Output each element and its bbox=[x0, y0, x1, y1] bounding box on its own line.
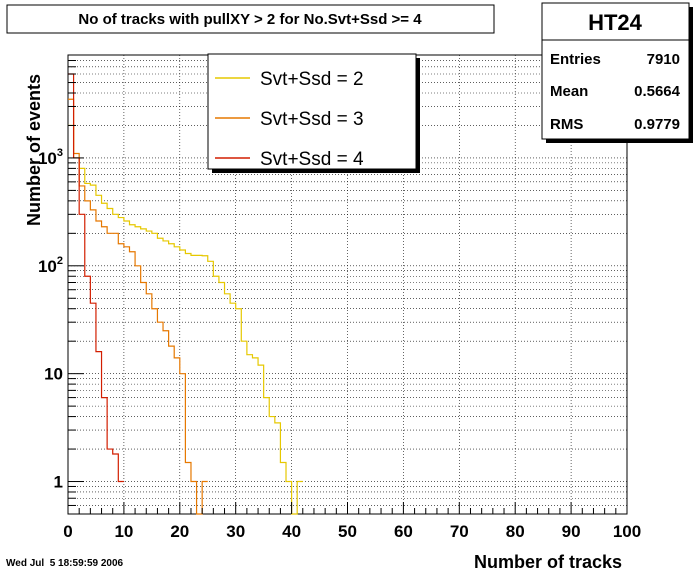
x-tick-label: 10 bbox=[114, 522, 133, 541]
x-tick-label: 70 bbox=[450, 522, 469, 541]
stats-mean-label: Mean bbox=[550, 83, 588, 100]
title-box: No of tracks with pullXY > 2 for No.Svt+… bbox=[6, 4, 495, 34]
x-tick-label: 100 bbox=[613, 522, 641, 541]
y-axis-label: Number of events bbox=[24, 74, 44, 226]
stats-frame bbox=[541, 2, 690, 140]
series-line-3 bbox=[68, 73, 124, 483]
stats-name: HT24 bbox=[588, 10, 643, 35]
footer-date: Wed Jul 5 18:59:59 2006 bbox=[6, 558, 124, 569]
series-line-2 bbox=[68, 98, 208, 515]
grid bbox=[68, 55, 627, 514]
y-tick-label: 102 bbox=[38, 255, 63, 276]
chart-title: No of tracks with pullXY > 2 for No.Svt+… bbox=[78, 11, 422, 28]
x-tick-label: 30 bbox=[226, 522, 245, 541]
y-tick-label: 1 bbox=[54, 473, 63, 492]
x-axis-label: Number of tracks bbox=[474, 552, 622, 572]
stats-entries-value: 7910 bbox=[647, 51, 680, 68]
legend: Svt+Ssd = 2 Svt+Ssd = 3 Svt+Ssd = 4 bbox=[207, 53, 420, 173]
stats-entries-label: Entries bbox=[550, 51, 601, 68]
y-tick-label: 103 bbox=[38, 147, 63, 168]
legend-label: Svt+Ssd = 4 bbox=[260, 149, 364, 170]
series-line-1 bbox=[68, 124, 303, 515]
stats-mean-value: 0.5664 bbox=[634, 83, 681, 100]
x-tick-label: 40 bbox=[282, 522, 301, 541]
x-tick-label: 20 bbox=[170, 522, 189, 541]
stats-box: HT24 Entries 7910 Mean 0.5664 RMS 0.9779 bbox=[541, 2, 693, 143]
y-tick-label: 10 bbox=[44, 365, 63, 384]
legend-label: Svt+Ssd = 3 bbox=[260, 109, 364, 130]
x-tick-label: 60 bbox=[394, 522, 413, 541]
x-tick-label: 90 bbox=[562, 522, 581, 541]
x-tick-label: 50 bbox=[338, 522, 357, 541]
stats-rms-value: 0.9779 bbox=[634, 116, 680, 133]
stats-rms-label: RMS bbox=[550, 116, 583, 133]
series-group bbox=[68, 73, 303, 515]
x-tick-label: 80 bbox=[506, 522, 525, 541]
x-tick-label: 0 bbox=[63, 522, 72, 541]
legend-box bbox=[207, 53, 417, 170]
legend-label: Svt+Ssd = 2 bbox=[260, 69, 364, 90]
